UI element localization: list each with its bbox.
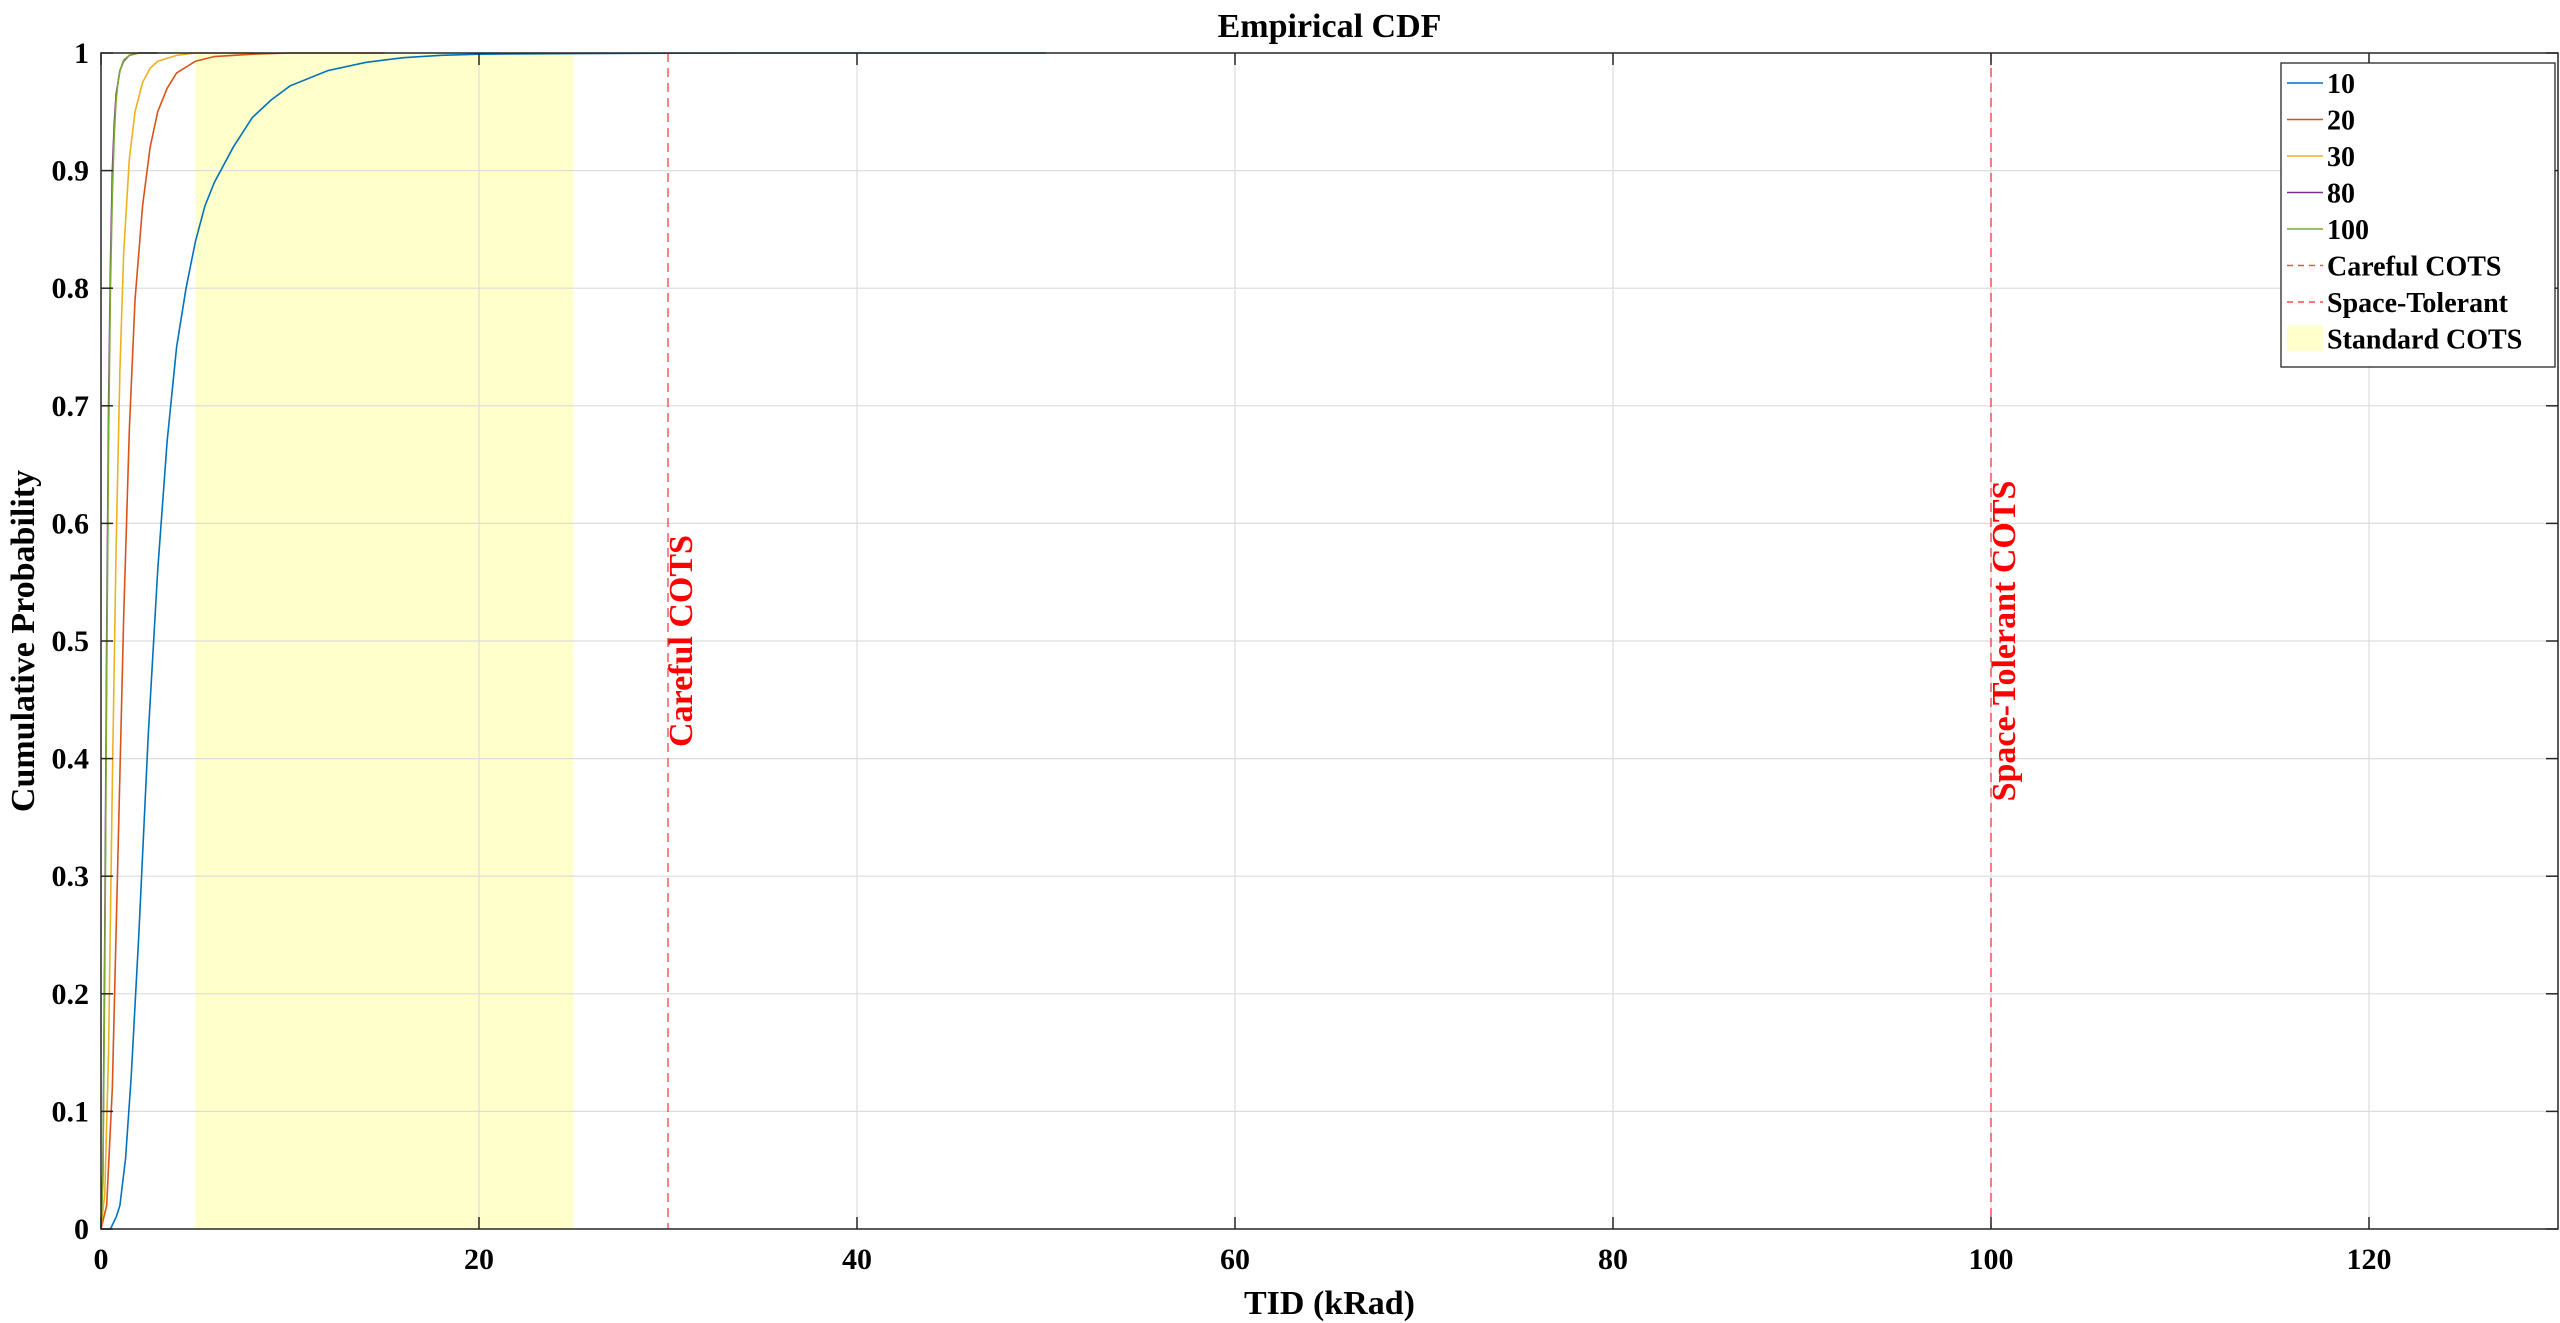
x-tick-label: 0 (94, 1243, 109, 1276)
legend-label-30: 30 (2327, 142, 2355, 173)
legend-label-80: 80 (2327, 179, 2355, 210)
x-axis-label: TID (kRad) (1244, 1285, 1415, 1322)
legend-label-20: 20 (2327, 106, 2355, 137)
y-tick-label: 0.5 (52, 625, 90, 658)
annot-layer: Careful COTS Space-Tolerant COTS (663, 481, 2023, 802)
annotation-careful-cots: Careful COTS (663, 535, 700, 747)
y-tick-label: 0.6 (52, 507, 90, 540)
annotation-space-tolerant: Space-Tolerant COTS (1986, 481, 2023, 802)
legend-label-careful-cots: Careful COTS (2327, 252, 2502, 283)
legend: 10 20 30 80 100 Careful COTS Space-Tolerant Sta… (2280, 62, 2556, 368)
y-tick-label: 0.4 (52, 743, 90, 776)
chart-title: Empirical CDF (1218, 8, 1442, 45)
x-tick-label: 20 (464, 1243, 494, 1276)
y-tick-label: 0.9 (52, 155, 90, 188)
x-tick-label: 40 (842, 1243, 872, 1276)
legend-label-10: 10 (2327, 69, 2355, 100)
x-tick-label: 80 (1598, 1243, 1628, 1276)
series-line-10 (101, 52, 1046, 1230)
y-tick-label: 0 (74, 1213, 89, 1246)
series-line-100 (100, 52, 158, 1230)
series-line-30 (100, 52, 253, 1230)
x-tick-label: 120 (2347, 1243, 2392, 1276)
y-tick-label: 0.2 (52, 978, 90, 1011)
legend-swatch-standard-cots (2287, 325, 2323, 352)
series-layer (100, 52, 1046, 1230)
y-tick-label: 0.8 (52, 272, 90, 305)
grid-layer (101, 53, 2558, 1229)
y-axis-label: Cumulative Probability (5, 470, 42, 812)
legend-label-100: 100 (2327, 215, 2369, 246)
legend-box (2280, 62, 2556, 368)
legend-label-space-tolerant: Space-Tolerant (2327, 288, 2509, 319)
y-tick-label: 0.7 (52, 390, 90, 423)
y-tick-label: 0.3 (52, 860, 90, 893)
vline-layer (667, 53, 1992, 1229)
legend-label-standard-cots: Standard COTS (2327, 325, 2522, 356)
y-tick-label: 1 (74, 37, 89, 70)
y-tick-label: 0.1 (52, 1095, 90, 1128)
x-tick-label: 60 (1220, 1243, 1250, 1276)
series-line-20 (100, 52, 385, 1230)
tick-layer: 0 20 40 60 80 100 12000.10.20.30.40.50.60.70.8… (52, 37, 2558, 1276)
x-tick-label: 100 (1969, 1243, 2014, 1276)
